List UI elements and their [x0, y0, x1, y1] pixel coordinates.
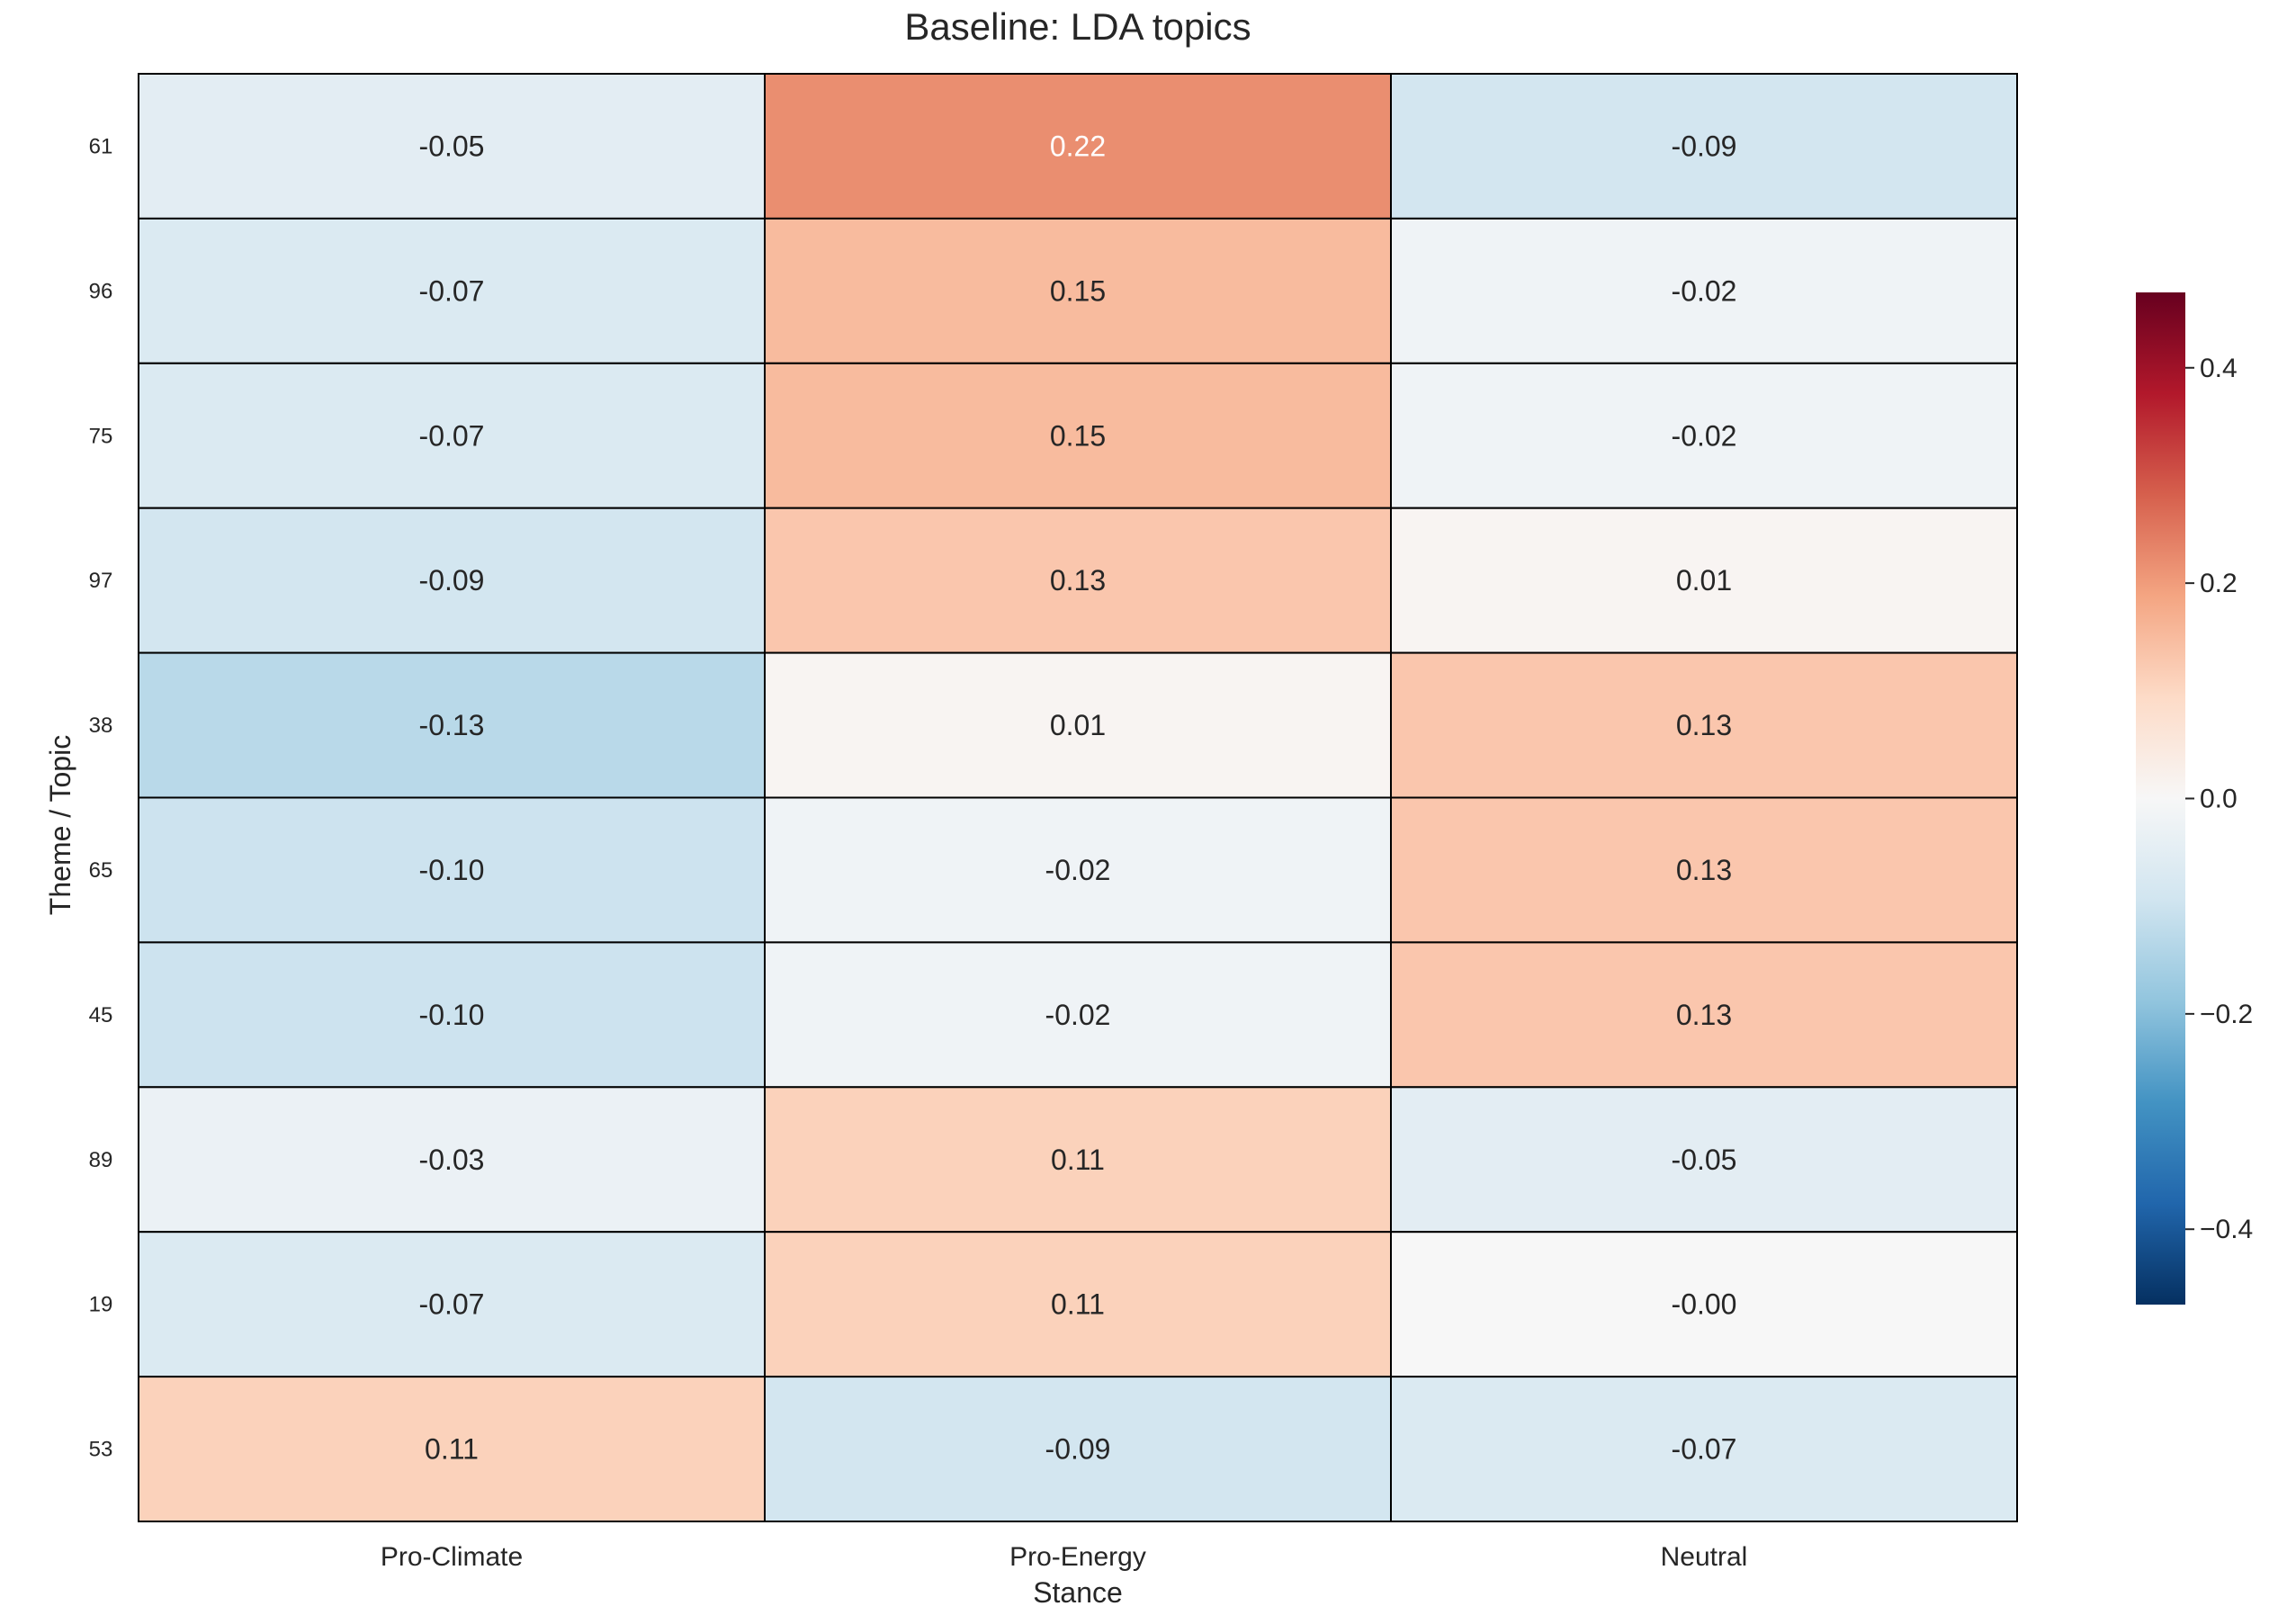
x-axis-label: Stance [1033, 1576, 1123, 1609]
cell-value-label: 0.01 [1050, 709, 1106, 741]
heatmap-cell [1390, 1086, 2018, 1234]
cell-value-label: -0.02 [1672, 419, 1737, 452]
cell-value-label: 0.11 [1051, 1144, 1105, 1176]
colorbar: 0.4 0.2 0.0 −0.2 −0.4 [2136, 292, 2253, 1305]
cell-value-label: -0.07 [1672, 1433, 1737, 1466]
x-tick-label: Neutral [1661, 1542, 1748, 1572]
colorbar-tick-label: −0.4 [2200, 1215, 2253, 1244]
cell-value-label: 0.13 [1676, 709, 1732, 741]
heatmap-cell [138, 941, 766, 1089]
cell-value-label: -0.03 [419, 1144, 485, 1176]
cell-value-label: -0.07 [419, 1288, 485, 1321]
cell-value-label: 0.13 [1676, 854, 1732, 886]
cell-value-label: 0.01 [1676, 564, 1732, 597]
colorbar-tick-label: 0.4 [2200, 354, 2238, 383]
heatmap-cell [138, 1376, 766, 1522]
heatmap-cell [1390, 217, 2018, 364]
cell-value-label: 0.13 [1050, 564, 1106, 597]
colorbar-tick-label: 0.0 [2200, 785, 2238, 814]
heatmap-cells: -0.05 0.22 -0.09 -0.07 0.15 -0.02 -0.07 0.15 -0.… [138, 73, 2018, 1522]
heatmap-cell [764, 1086, 1392, 1234]
y-tick-label: 75 [89, 424, 113, 448]
y-tick-label: 53 [89, 1438, 113, 1462]
cell-value-label: -0.10 [419, 854, 485, 886]
cell-value-label: -0.02 [1045, 854, 1111, 886]
heatmap-cell [764, 73, 1392, 220]
heatmap-cell [764, 941, 1392, 1089]
y-axis-label: Theme / Topic [44, 735, 76, 915]
cell-value-label: 0.11 [425, 1433, 479, 1466]
heatmap-cell [764, 1376, 1392, 1522]
heatmap-cell [1390, 1231, 2018, 1378]
x-tick-label: Pro-Energy [1009, 1542, 1146, 1572]
cell-value-label: -0.10 [419, 999, 485, 1031]
heatmap-cell [1390, 73, 2018, 220]
y-tick-label: 97 [89, 569, 113, 593]
y-tick-label: 61 [89, 134, 113, 158]
heatmap-cell [138, 1231, 766, 1378]
cell-value-label: 0.15 [1050, 419, 1106, 452]
y-tick-label: 89 [89, 1148, 113, 1172]
colorbar-gradient [2136, 292, 2185, 1305]
heatmap-cell [764, 217, 1392, 364]
heatmap-cell [764, 651, 1392, 799]
cell-value-label: 0.11 [1051, 1288, 1105, 1321]
cell-value-label: 0.13 [1676, 999, 1732, 1031]
y-tick-label: 38 [89, 713, 113, 738]
heatmap-cell [1390, 1376, 2018, 1522]
cell-value-label: 0.15 [1050, 274, 1106, 307]
x-tick-label: Pro-Climate [381, 1542, 523, 1572]
colorbar-tick-label: −0.2 [2200, 1000, 2253, 1029]
cell-value-label: -0.07 [419, 274, 485, 307]
y-tick-label: 96 [89, 279, 113, 303]
cell-value-label: -0.07 [419, 419, 485, 452]
heatmap-cell [1390, 796, 2018, 944]
cell-value-label: -0.05 [1672, 1144, 1737, 1176]
heatmap-cell [764, 796, 1392, 944]
heatmap-cell [764, 362, 1392, 509]
colorbar-ticks: 0.4 0.2 0.0 −0.2 −0.4 [2185, 354, 2253, 1244]
heatmap-cell [138, 507, 766, 654]
cell-value-label: -0.02 [1672, 274, 1737, 307]
cell-value-label: -0.09 [419, 564, 485, 597]
heatmap-cell [1390, 507, 2018, 654]
cell-value-label: -0.00 [1672, 1288, 1737, 1321]
y-tick-label: 45 [89, 1003, 113, 1027]
heatmap-cell [138, 73, 766, 220]
cell-value-label: -0.09 [1672, 130, 1737, 162]
heatmap-cell [138, 217, 766, 364]
heatmap-cell [138, 1086, 766, 1234]
cell-value-label: 0.22 [1050, 130, 1106, 162]
heatmap-cell [138, 651, 766, 799]
y-tick-label: 19 [89, 1293, 113, 1317]
cell-value-label: -0.09 [1045, 1433, 1111, 1466]
heatmap-cell [1390, 651, 2018, 799]
heatmap-cell [138, 796, 766, 944]
y-tick-labels: 61 96 75 97 38 65 45 89 19 53 [89, 134, 113, 1461]
cell-value-label: -0.05 [419, 130, 485, 162]
cell-value-label: -0.02 [1045, 999, 1111, 1031]
cell-value-label: -0.13 [419, 709, 485, 741]
heatmap-cell [1390, 941, 2018, 1089]
y-tick-label: 65 [89, 858, 113, 883]
colorbar-tick-label: 0.2 [2200, 569, 2238, 598]
chart-title: Baseline: LDA topics [904, 5, 1251, 48]
x-tick-labels: Pro-Climate Pro-Energy Neutral [381, 1542, 1748, 1572]
